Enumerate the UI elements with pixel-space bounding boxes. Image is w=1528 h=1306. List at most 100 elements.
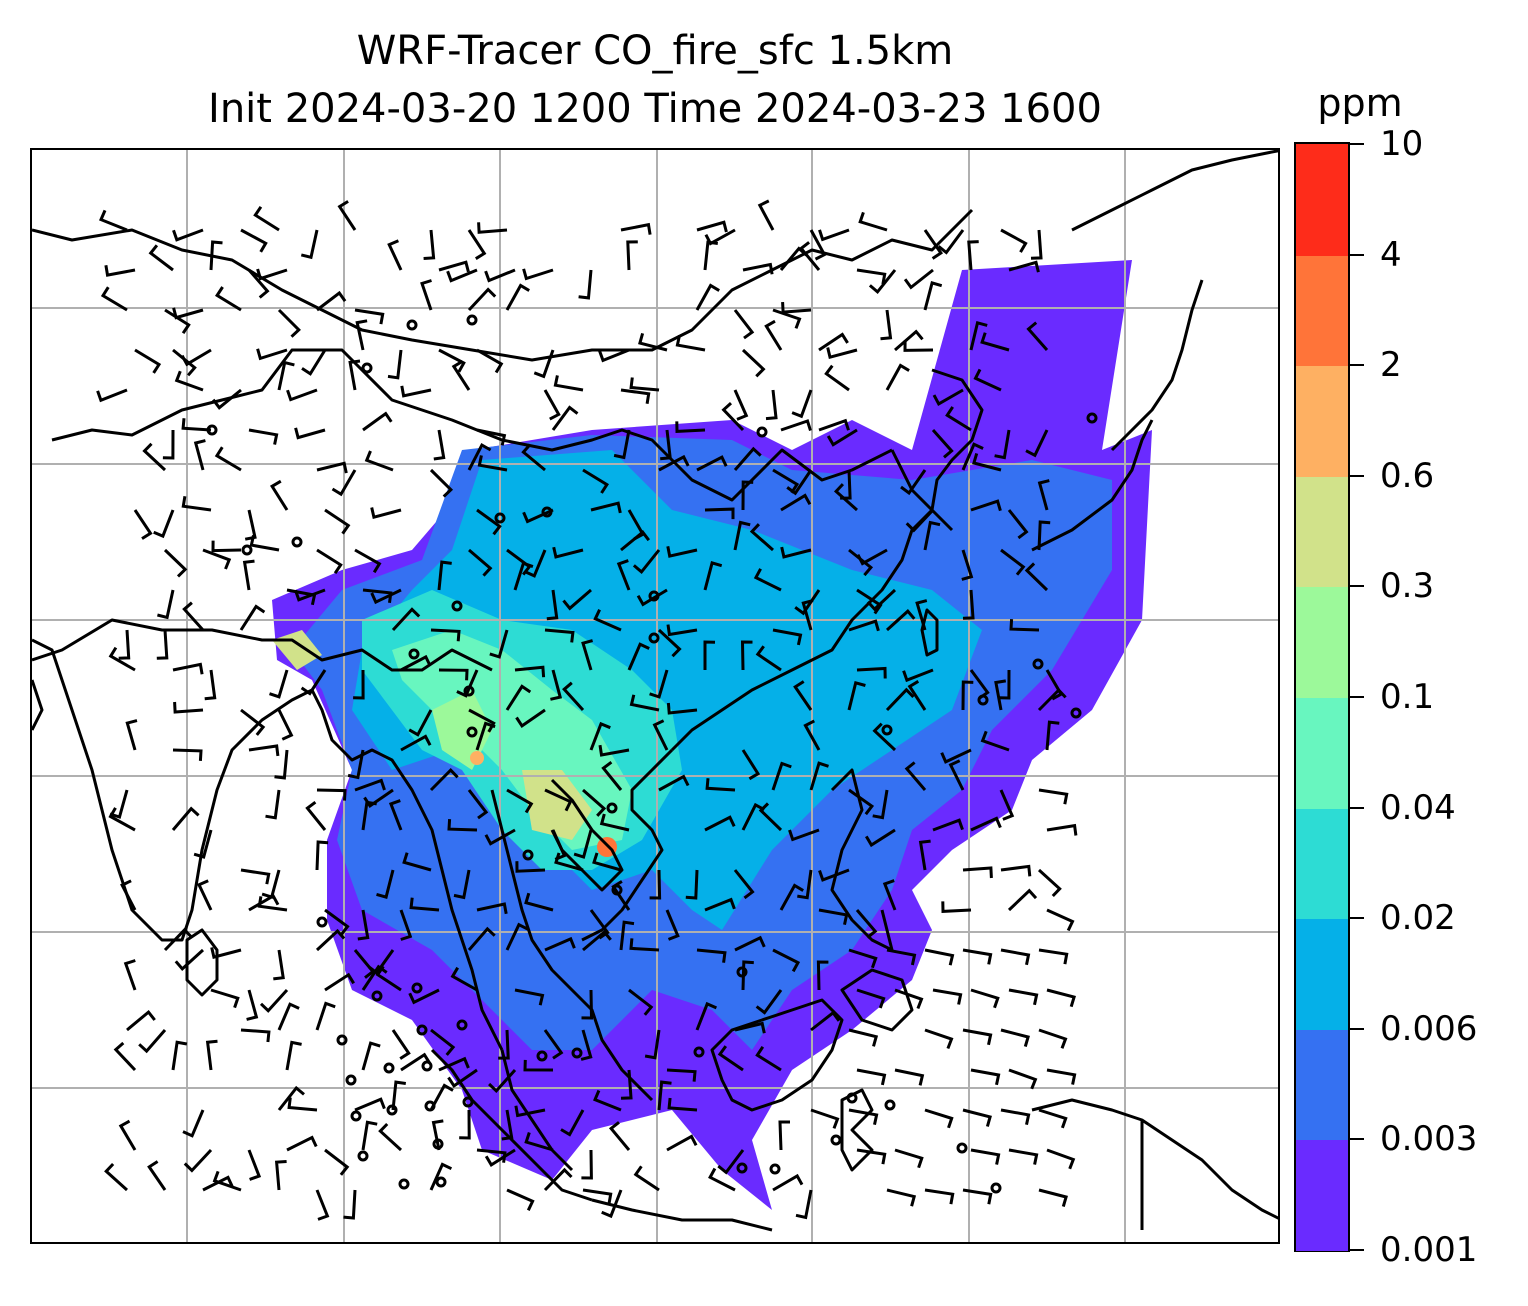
- wind-barb: [962, 948, 993, 965]
- wind-barb: [363, 788, 394, 809]
- wind-barb: [148, 244, 174, 272]
- wind-barb: [667, 1097, 698, 1112]
- colorbar-tick-label: 4: [1380, 234, 1402, 275]
- colorbar-tick: [1350, 1249, 1364, 1251]
- wind-barb: [771, 761, 792, 791]
- wind-barb: [633, 1165, 660, 1192]
- colorbar-tick: [1350, 1138, 1364, 1141]
- wind-barb: [894, 1068, 925, 1086]
- wind-barb: [172, 662, 204, 675]
- colorbar-tick: [1350, 474, 1364, 477]
- wind-barb: [970, 1068, 1001, 1086]
- wind-barb: [315, 840, 329, 871]
- wind-barb: [294, 588, 326, 602]
- wind-barb: [285, 1040, 302, 1071]
- wind-barb: [1046, 1148, 1076, 1170]
- wind-barb: [163, 548, 188, 578]
- wind-barb: [172, 348, 197, 377]
- wind-barb: [324, 508, 351, 535]
- wind-barb: [104, 1162, 129, 1192]
- wind-barb: [945, 406, 972, 432]
- wind-barb: [866, 588, 897, 612]
- wind-barb: [580, 1029, 593, 1061]
- wind-barb: [524, 549, 547, 578]
- wind-barb: [324, 1148, 350, 1176]
- wind-barb: [180, 348, 212, 367]
- wind-barb: [932, 818, 964, 832]
- wind-barb: [644, 1029, 661, 1060]
- wind-barb: [1024, 562, 1049, 592]
- wind-barb: [858, 211, 888, 232]
- wind-barb: [522, 508, 554, 524]
- wind-barb: [429, 1162, 453, 1191]
- wind-barb: [324, 972, 355, 992]
- wind-barb: [924, 1188, 955, 1205]
- colorbar-segment: [1296, 918, 1348, 1030]
- wind-barb: [423, 229, 436, 260]
- wind-barb: [256, 348, 288, 361]
- wind-barb: [848, 1028, 879, 1047]
- wind-barb: [757, 199, 775, 231]
- wind-barb: [961, 442, 984, 471]
- wind-barb: [880, 309, 893, 341]
- wind-barb: [795, 1189, 813, 1220]
- wind-barb: [125, 719, 138, 751]
- wind-barb: [316, 461, 348, 474]
- map-canvas: [32, 150, 1278, 1242]
- wind-barb: [562, 681, 585, 712]
- wind-barbs: [96, 199, 1078, 1221]
- wind-barb: [347, 749, 365, 780]
- wind-barb: [182, 1109, 205, 1138]
- wind-barb: [778, 1120, 790, 1151]
- wind-barb: [429, 1083, 454, 1111]
- wind-barb: [703, 240, 718, 271]
- colorbar-segment: [1296, 807, 1348, 920]
- wind-barb: [733, 309, 755, 340]
- wind-barb: [196, 879, 213, 911]
- wind-barb: [171, 806, 200, 831]
- colorbar-tick-label: 10: [1380, 124, 1424, 164]
- wind-barb: [1026, 321, 1049, 351]
- wind-barb: [741, 348, 766, 378]
- wind-barb: [601, 761, 623, 791]
- wind-barb: [741, 749, 761, 781]
- wind-barb: [885, 363, 910, 391]
- wind-barb: [409, 897, 440, 912]
- wind-barb: [1046, 1068, 1077, 1085]
- wind-barb: [856, 548, 888, 566]
- lat-lon-gridlines: [32, 150, 1278, 1242]
- wind-barb: [204, 669, 217, 701]
- wind-barb: [932, 988, 963, 1005]
- wind-barb: [300, 229, 319, 260]
- wind-barb: [1008, 1148, 1039, 1165]
- wind-barb: [589, 721, 611, 751]
- colorbar-segment: [1296, 254, 1348, 367]
- wind-barb: [123, 959, 137, 991]
- wind-barb: [856, 1148, 887, 1165]
- colorbar-segment: [1296, 1028, 1348, 1141]
- wind-barb: [259, 988, 289, 1013]
- wind-barb: [772, 948, 801, 973]
- wind-barb: [429, 767, 459, 792]
- wind-barb: [717, 1045, 744, 1072]
- wind-barb: [1038, 948, 1069, 965]
- co-tracer-field: [272, 260, 1152, 1210]
- wind-barb: [476, 428, 507, 446]
- wind-barb: [211, 540, 242, 553]
- wind-barb: [156, 629, 169, 660]
- wind-barb: [388, 799, 403, 831]
- wind-barb: [402, 852, 432, 872]
- wind-barb: [865, 828, 896, 848]
- wind-barb: [315, 1189, 330, 1221]
- wind-barb: [489, 629, 509, 659]
- wind-barb: [733, 389, 749, 421]
- colorbar-tick-label: 0.003: [1380, 1119, 1478, 1160]
- wind-barb: [856, 268, 887, 285]
- wind-barb: [202, 548, 232, 570]
- wind-barb: [181, 496, 212, 512]
- wind-barb: [657, 1080, 672, 1111]
- wind-barb: [749, 523, 774, 552]
- wind-barb: [779, 883, 804, 911]
- wind-barb: [826, 347, 858, 360]
- wind-barb: [1000, 864, 1032, 877]
